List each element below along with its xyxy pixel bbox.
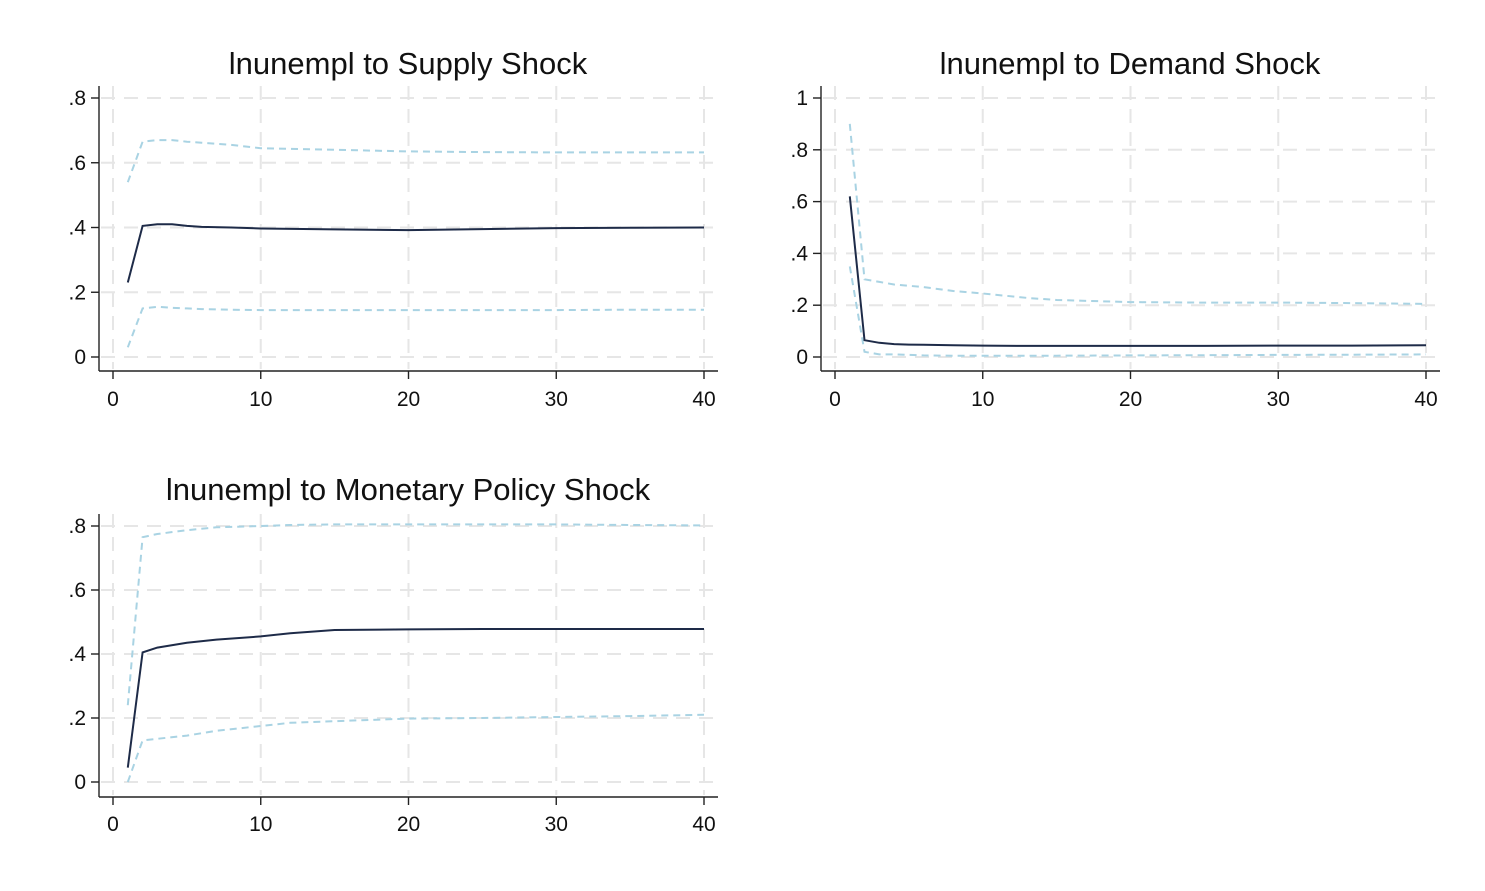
x-tick-label: 40 bbox=[692, 388, 715, 411]
y-tick-label: .6 bbox=[68, 579, 86, 602]
irf-line bbox=[126, 223, 705, 283]
panel-title: lnunempl to Demand Shock bbox=[940, 46, 1321, 81]
y-tick-label: .4 bbox=[68, 217, 86, 240]
irf-line bbox=[126, 628, 704, 768]
ci-upper-line bbox=[126, 523, 705, 706]
ci-lower-line bbox=[126, 713, 705, 783]
y-tick-label: .8 bbox=[790, 139, 808, 162]
y-tick-label: .8 bbox=[68, 515, 86, 538]
y-tick-label: 0 bbox=[796, 346, 808, 369]
y-tick-label: 0 bbox=[74, 771, 86, 794]
x-tick-label: 20 bbox=[397, 813, 420, 836]
y-tick-label: .8 bbox=[68, 87, 86, 110]
x-tick-label: 0 bbox=[829, 388, 841, 411]
y-tick-label: .6 bbox=[790, 191, 808, 214]
y-tick-label: .4 bbox=[68, 643, 86, 666]
y-tick-label: 1 bbox=[796, 87, 808, 110]
panel-title: lnunempl to Supply Shock bbox=[229, 46, 588, 81]
x-tick-label: 10 bbox=[971, 388, 994, 411]
y-tick-label: 0 bbox=[74, 346, 86, 369]
x-tick-label: 20 bbox=[1119, 388, 1142, 411]
y-tick-label: .4 bbox=[790, 242, 808, 265]
x-tick-label: 10 bbox=[249, 813, 272, 836]
x-tick-label: 10 bbox=[249, 388, 272, 411]
panel-supply-shock: lnunempl to Supply Shock 0 .2 .4 .6 .8 0 10 20 3… bbox=[68, 46, 718, 411]
panel-monetary-policy-shock: lnunempl to Monetary Policy Shock 0 .2 .4.… bbox=[68, 472, 718, 836]
panel-title: lnunempl to Monetary Policy Shock bbox=[166, 472, 651, 507]
panel-demand-shock: lnunempl to Demand Shock 0.2.4.6.810 10 20… bbox=[790, 46, 1440, 411]
ci-lower-line bbox=[126, 305, 704, 348]
irf-line bbox=[848, 196, 1427, 347]
ci-lower-line bbox=[848, 266, 1427, 357]
x-tick-label: 20 bbox=[397, 388, 420, 411]
x-tick-label: 30 bbox=[545, 813, 568, 836]
y-tick-label: .2 bbox=[68, 707, 86, 730]
x-tick-label: 0 bbox=[107, 388, 119, 411]
x-tick-label: 0 bbox=[107, 813, 119, 836]
x-tick-label: 40 bbox=[692, 813, 715, 836]
x-tick-label: 40 bbox=[1414, 388, 1437, 411]
y-tick-label: .2 bbox=[68, 281, 86, 304]
x-tick-label: 30 bbox=[545, 388, 568, 411]
ci-upper-line bbox=[848, 123, 1427, 305]
x-tick-label: 30 bbox=[1267, 388, 1290, 411]
y-tick-label: .6 bbox=[68, 152, 86, 175]
ci-upper-line bbox=[126, 139, 704, 183]
y-tick-label: .2 bbox=[790, 294, 808, 317]
